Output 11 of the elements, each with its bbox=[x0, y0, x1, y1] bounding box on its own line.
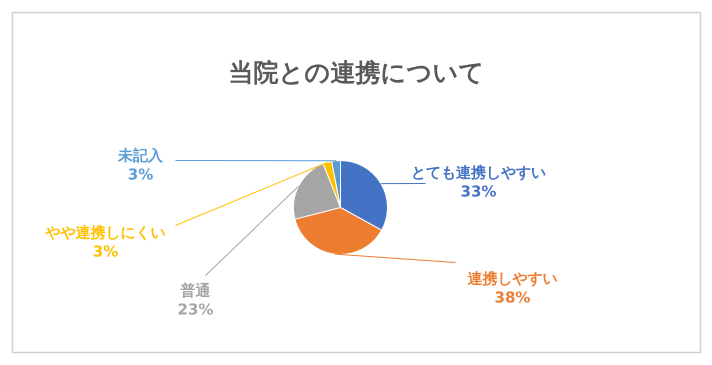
data-label: 3% bbox=[92, 242, 118, 260]
slice-label: 連携しやすい bbox=[466, 270, 558, 288]
data-label: 3% bbox=[128, 166, 154, 184]
slice-label: とても連携しやすい bbox=[411, 164, 546, 182]
data-label: 38% bbox=[494, 288, 530, 306]
data-label: 33% bbox=[460, 182, 496, 200]
data-label: 23% bbox=[178, 300, 214, 318]
chart-title: 当院との連携について bbox=[228, 58, 484, 87]
slice-label: やや連携しにくい bbox=[44, 224, 166, 242]
slice-label: 普通 bbox=[180, 282, 212, 300]
slice-label: 未記入 bbox=[117, 146, 164, 164]
